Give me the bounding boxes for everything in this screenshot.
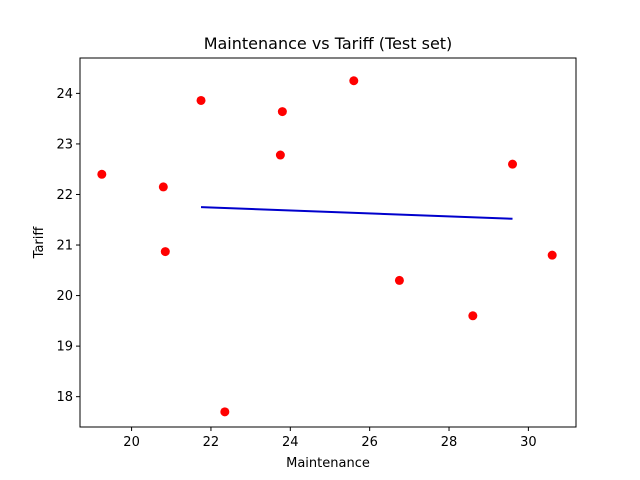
data-point — [158, 182, 168, 192]
data-point — [468, 311, 478, 321]
data-point — [394, 275, 404, 285]
x-tick-label: 24 — [282, 435, 299, 450]
x-tick-label: 22 — [203, 435, 220, 450]
data-point — [508, 159, 518, 169]
x-tick-label: 30 — [520, 435, 537, 450]
y-tick-label: 18 — [56, 390, 73, 405]
regression-line — [200, 206, 513, 220]
y-tick-label: 21 — [56, 239, 73, 254]
x-tick-label: 26 — [361, 435, 378, 450]
x-tick-label: 20 — [123, 435, 140, 450]
data-point — [349, 76, 359, 86]
y-tick-label: 24 — [56, 87, 73, 102]
y-axis-label: Tariff — [32, 226, 47, 260]
data-point — [97, 169, 107, 179]
data-point — [277, 107, 287, 117]
data-point — [160, 247, 170, 257]
x-axis-label: Maintenance — [286, 456, 370, 471]
data-point — [275, 150, 285, 160]
plot-frame — [79, 57, 577, 428]
y-tick-label: 22 — [56, 188, 73, 203]
data-point — [547, 250, 557, 260]
data-point — [196, 95, 206, 105]
plot-area — [97, 76, 557, 417]
y-tick-label: 20 — [56, 289, 73, 304]
chart-title: Maintenance vs Tariff (Test set) — [204, 34, 453, 53]
axis-ticks: 20 22 24 26 28 30 18 19 20 21 22 23 24 — [56, 87, 536, 450]
x-tick-label: 28 — [441, 435, 458, 450]
y-tick-label: 19 — [56, 340, 73, 355]
data-point — [220, 407, 230, 417]
y-tick-label: 23 — [56, 137, 73, 152]
